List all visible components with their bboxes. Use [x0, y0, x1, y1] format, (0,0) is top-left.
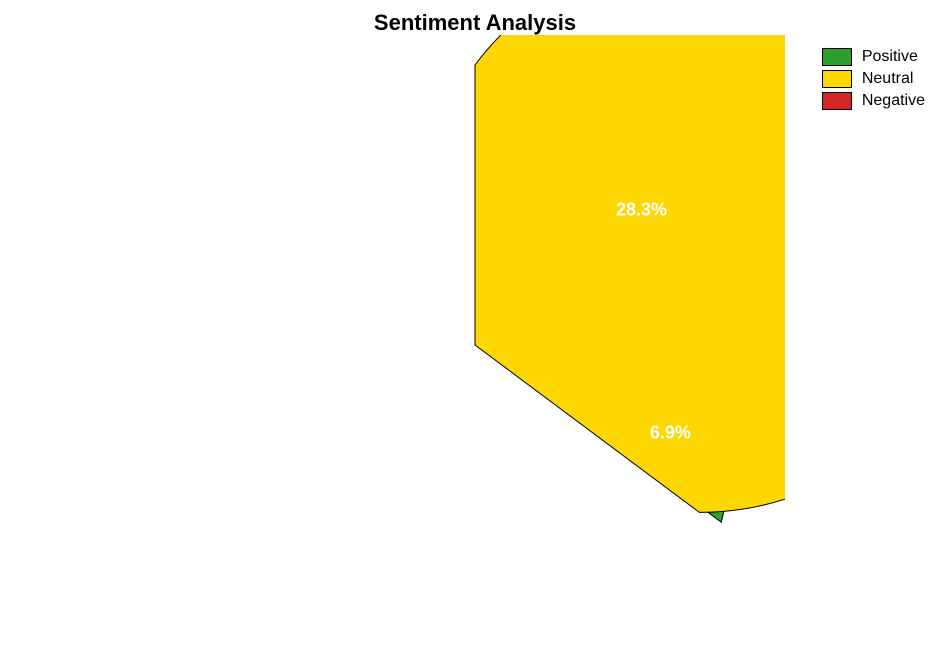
legend-label: Neutral — [862, 70, 914, 88]
legend-swatch-neutral — [822, 70, 852, 88]
pie-chart-svg — [165, 35, 785, 655]
slice-label-neutral: 64.8% — [279, 420, 330, 441]
legend-item-positive: Positive — [822, 48, 925, 66]
legend-item-neutral: Neutral — [822, 70, 925, 88]
legend-label: Negative — [862, 92, 925, 110]
slice-label-positive: 6.9% — [650, 423, 691, 444]
legend-item-negative: Negative — [822, 92, 925, 110]
pie-chart-container: Sentiment Analysis Positive Neutral Negati… — [0, 0, 950, 662]
slice-label-negative: 28.3% — [616, 199, 667, 220]
pie-slice-neutral — [475, 35, 785, 512]
chart-title: Sentiment Analysis — [0, 10, 950, 36]
legend-swatch-positive — [822, 48, 852, 66]
legend-swatch-negative — [822, 92, 852, 110]
legend-label: Positive — [862, 48, 918, 66]
chart-legend: Positive Neutral Negative — [822, 48, 925, 114]
